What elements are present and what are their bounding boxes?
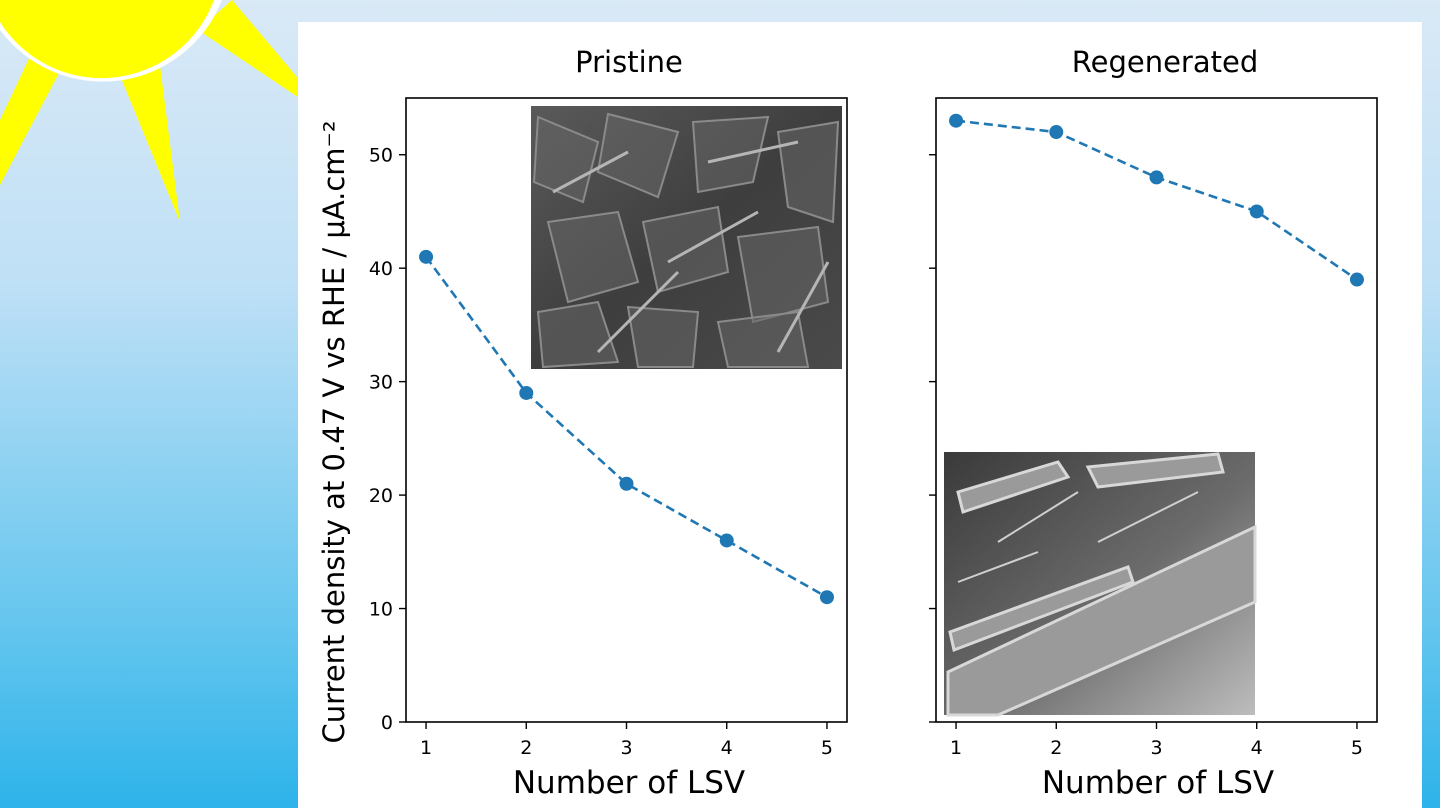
data-point xyxy=(619,476,634,491)
data-point xyxy=(949,113,964,128)
sun-ray xyxy=(0,48,68,185)
sun-disc xyxy=(0,0,214,79)
data-point xyxy=(519,385,534,400)
data-point xyxy=(819,590,834,605)
y-tick-label: 30 xyxy=(369,372,393,394)
y-tick-label: 20 xyxy=(369,485,393,507)
x-tick-label: 5 xyxy=(1351,737,1363,759)
data-point xyxy=(419,249,434,264)
y-tick-label: 50 xyxy=(369,145,393,167)
data-point xyxy=(1149,170,1164,185)
x-tick-label: 2 xyxy=(1050,737,1062,759)
data-point xyxy=(719,533,734,548)
chart: Current density at 0.47 V vs RHE / μA.cm… xyxy=(317,45,1378,801)
panel-title-pristine: Pristine xyxy=(575,45,683,79)
x-tick-label: 3 xyxy=(620,737,632,759)
x-tick-label: 2 xyxy=(520,737,532,759)
x-tick-label: 3 xyxy=(1150,737,1162,759)
panel-title-regenerated: Regenerated xyxy=(1072,45,1258,79)
marks-panel-2: 1 2 3 4 5 xyxy=(929,97,1378,759)
figure-panel: Current density at 0.47 V vs RHE / μA.cm… xyxy=(298,22,1422,808)
series-line xyxy=(424,256,828,599)
sun-ray xyxy=(112,50,180,222)
x-axis-label-regenerated: Number of LSV xyxy=(1042,765,1274,801)
x-tick-label: 5 xyxy=(821,737,833,759)
y-axis-label: Current density at 0.47 V vs RHE / μA.cm… xyxy=(317,121,351,744)
x-tick-label: 4 xyxy=(721,737,733,759)
x-tick-label: 1 xyxy=(420,737,432,759)
sem-inset-regenerated xyxy=(944,452,1257,717)
axes-pristine: Pristine Number of LSV xyxy=(513,45,745,801)
y-tick-label: 40 xyxy=(369,258,393,280)
x-tick-label: 1 xyxy=(950,737,962,759)
series-line xyxy=(955,119,1358,281)
x-axis-label-pristine: Number of LSV xyxy=(513,765,745,801)
data-point xyxy=(1049,125,1064,140)
data-point xyxy=(1249,204,1264,219)
y-tick-label: 0 xyxy=(381,712,393,734)
x-tick-label: 4 xyxy=(1251,737,1263,759)
axes-regenerated: Regenerated Number of LSV xyxy=(1042,45,1274,801)
marks-panel-1: 0 10 20 30 40 50 1 2 3 4 5 xyxy=(369,97,848,759)
data-point xyxy=(1349,272,1364,287)
sem-inset-pristine xyxy=(531,106,842,369)
y-tick-label: 10 xyxy=(369,599,393,621)
